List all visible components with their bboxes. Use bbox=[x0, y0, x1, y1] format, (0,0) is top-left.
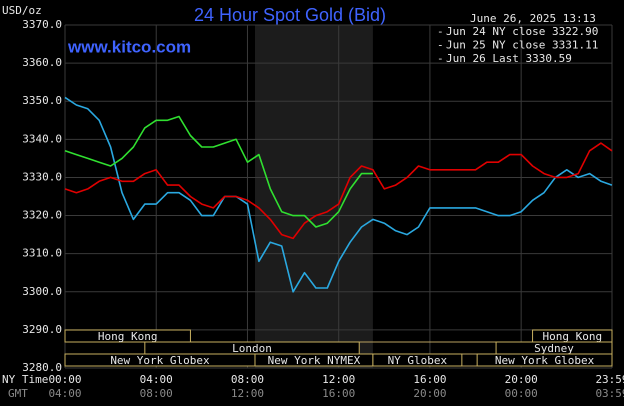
legend-swatch: - bbox=[437, 25, 444, 38]
y-tick-label: 3330.0 bbox=[22, 170, 62, 183]
y-tick-label: 3340.0 bbox=[22, 132, 62, 145]
y-tick-label: 3310.0 bbox=[22, 247, 62, 260]
legend-label: Jun 24 NY close 3322.90 bbox=[446, 25, 598, 38]
x2-axis-label: GMT bbox=[8, 387, 28, 400]
x2-tick-label: 20:00 bbox=[413, 387, 446, 400]
x-tick-label: 20:00 bbox=[505, 373, 538, 386]
unit-label: USD/oz bbox=[2, 4, 42, 17]
x2-tick-label: 04:00 bbox=[48, 387, 81, 400]
session-box bbox=[476, 353, 613, 367]
session-label: New York Globex bbox=[110, 354, 210, 367]
subtitle: www.kitco.com bbox=[67, 37, 191, 56]
y-tick-label: 3370.0 bbox=[22, 18, 62, 31]
legend-label: Jun 26 Last 3330.59 bbox=[446, 52, 572, 65]
x-tick-label: 23:59 bbox=[595, 373, 624, 386]
y-tick-label: 3290.0 bbox=[22, 323, 62, 336]
chart-title: 24 Hour Spot Gold (Bid) bbox=[194, 5, 386, 25]
series-line bbox=[64, 96, 613, 293]
timestamp: June 26, 2025 13:13 bbox=[470, 12, 596, 25]
series-line bbox=[64, 115, 373, 228]
x-tick-label: 12:00 bbox=[322, 373, 355, 386]
y-tick-label: 3320.0 bbox=[22, 209, 62, 222]
x2-tick-label: 16:00 bbox=[322, 387, 355, 400]
x-tick-label: 08:00 bbox=[231, 373, 264, 386]
session-shade bbox=[254, 25, 373, 368]
x-tick-label: 04:00 bbox=[140, 373, 173, 386]
session-label: New York NYMEX bbox=[268, 354, 361, 367]
session-label: Sydney bbox=[534, 342, 574, 355]
x-tick-label: 16:00 bbox=[413, 373, 446, 386]
x-tick-label: 00:00 bbox=[48, 373, 81, 386]
session-label: NY Globex bbox=[388, 354, 448, 367]
legend-swatch: - bbox=[437, 39, 444, 52]
x2-tick-label: 03:59 bbox=[595, 387, 624, 400]
legend-swatch: - bbox=[437, 52, 444, 65]
session-box bbox=[372, 353, 463, 367]
legend-label: Jun 25 NY close 3331.11 bbox=[446, 39, 598, 52]
session-label: London bbox=[232, 342, 272, 355]
x-axis-label: NY Time bbox=[2, 373, 48, 386]
x2-tick-label: 00:00 bbox=[505, 387, 538, 400]
y-tick-label: 3280.0 bbox=[22, 361, 62, 374]
session-box bbox=[64, 329, 191, 343]
x2-tick-label: 12:00 bbox=[231, 387, 264, 400]
y-tick-label: 3360.0 bbox=[22, 56, 62, 69]
series-line bbox=[64, 142, 613, 240]
session-label: Hong Kong bbox=[98, 330, 158, 343]
session-label: Hong Kong bbox=[542, 330, 602, 343]
y-tick-label: 3350.0 bbox=[22, 94, 62, 107]
y-tick-label: 3300.0 bbox=[22, 285, 62, 298]
session-label: New York Globex bbox=[495, 354, 595, 367]
x2-tick-label: 08:00 bbox=[140, 387, 173, 400]
